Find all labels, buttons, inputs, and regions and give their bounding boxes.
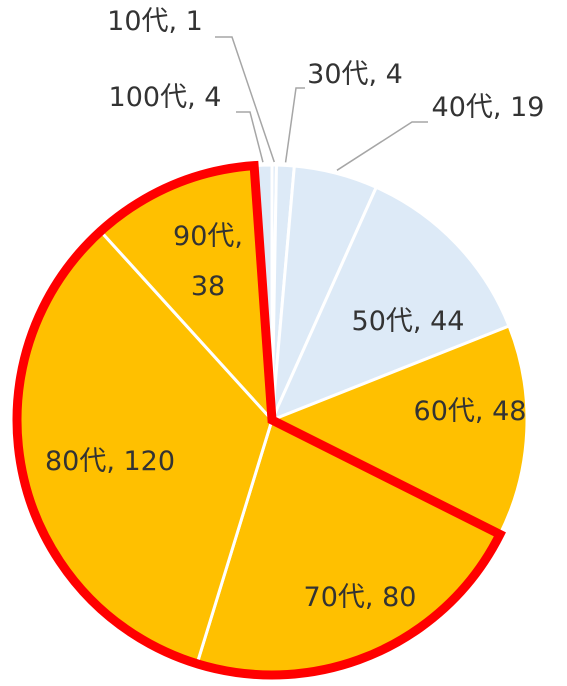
data-label: 70代, 80 xyxy=(303,582,417,613)
data-label: 30代, 4 xyxy=(307,59,403,90)
data-label: 90代, 38 xyxy=(173,221,243,302)
data-label: 10代, 1 xyxy=(107,6,203,37)
data-label: 50代, 44 xyxy=(351,306,465,337)
data-label: 60代, 48 xyxy=(413,396,527,427)
pie-slice xyxy=(269,185,512,423)
leader-line xyxy=(236,111,264,163)
leader-line xyxy=(336,121,428,171)
leader-line xyxy=(215,36,275,163)
pie-slice xyxy=(268,324,529,537)
highlight-outline xyxy=(12,160,506,680)
data-label: 100代, 4 xyxy=(108,82,222,113)
leader-line xyxy=(284,87,305,163)
data-label: 80代, 120 xyxy=(44,446,176,477)
data-label: 40代, 19 xyxy=(431,92,545,123)
